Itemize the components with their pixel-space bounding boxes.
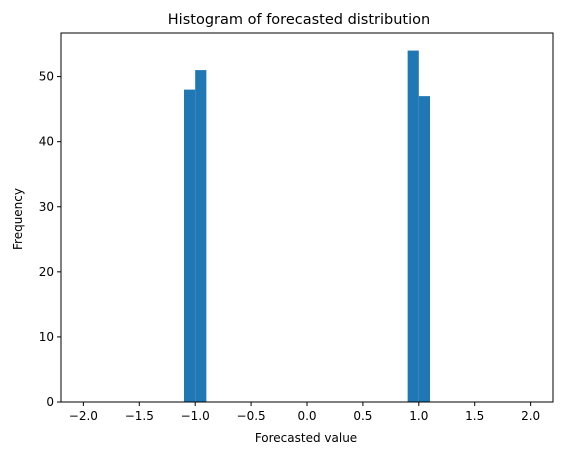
y-tick-label-4: 40: [39, 135, 54, 149]
y-tick-label-5: 50: [39, 70, 54, 84]
x-tick-label-0: −2.0: [69, 409, 98, 423]
y-tick-label-3: 30: [39, 200, 54, 214]
histogram-bar-3: [418, 96, 430, 402]
x-tick-label-4: 0.0: [297, 409, 316, 423]
plot-frame: [60, 32, 554, 403]
x-tick-label-7: 1.5: [465, 409, 484, 423]
x-tick-label-8: 2.0: [521, 409, 540, 423]
histogram-bar-0: [184, 89, 196, 402]
y-tick-label-1: 10: [39, 330, 54, 344]
x-tick-label-2: −1.0: [181, 409, 210, 423]
x-tick-label-6: 1.0: [409, 409, 428, 423]
x-axis-label: Forecasted value: [255, 431, 357, 445]
histogram-bar-2: [407, 50, 419, 402]
bars-layer: [184, 50, 430, 402]
chart-title: Histogram of forecasted distribution: [168, 12, 430, 28]
axes-layer: −2.0 −1.5 −1.0 −0.5 0.0 0.5 1.0 1.5 2.0 0 10 20 30 40…: [39, 32, 554, 423]
x-tick-label-1: −1.5: [125, 409, 154, 423]
x-tick-label-3: −0.5: [237, 409, 266, 423]
y-axis-label: Frequency: [11, 188, 25, 250]
y-tick-label-0: 0: [46, 395, 54, 409]
histogram-bar-1: [195, 70, 207, 402]
y-tick-label-2: 20: [39, 265, 54, 279]
x-tick-label-5: 0.5: [353, 409, 372, 423]
